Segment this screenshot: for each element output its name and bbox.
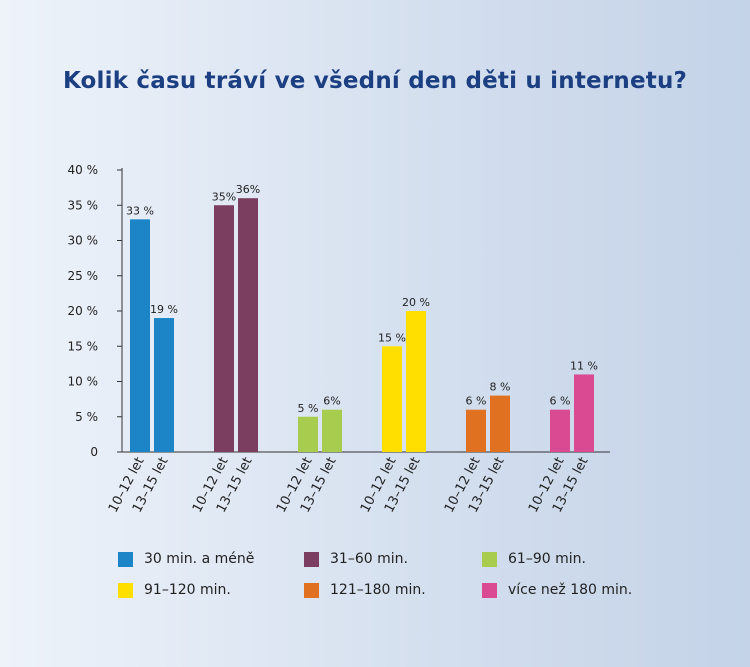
- y-tick-label: 0: [90, 445, 98, 459]
- data-label: 6 %: [550, 395, 571, 408]
- bar: [154, 318, 174, 452]
- legend-swatch: [304, 551, 319, 567]
- legend-item: 91–120 min.: [118, 581, 304, 599]
- bar: [406, 311, 426, 452]
- legend: 30 min. a méně 31–60 min. 61–90 min. 91–120…: [118, 550, 658, 599]
- bar: [382, 346, 402, 452]
- data-label: 5 %: [298, 402, 319, 415]
- bar: [550, 409, 570, 452]
- data-label: 11 %: [570, 359, 598, 372]
- legend-item: 121–180 min.: [304, 581, 482, 599]
- legend-swatch: [482, 551, 497, 567]
- y-tick-label: 20 %: [68, 304, 99, 318]
- data-label: 36%: [236, 183, 260, 196]
- legend-swatch: [304, 582, 319, 598]
- bar: [490, 395, 510, 452]
- legend-item: 31–60 min.: [304, 550, 482, 568]
- bar: [214, 205, 234, 452]
- y-tick-label: 35 %: [68, 198, 99, 212]
- data-label: 33 %: [126, 204, 154, 217]
- legend-label: 31–60 min.: [330, 551, 408, 567]
- legend-label: více než 180 min.: [508, 582, 633, 598]
- legend-label: 30 min. a méně: [144, 551, 255, 567]
- legend-swatch: [118, 582, 133, 598]
- legend-item: 61–90 min.: [482, 550, 658, 568]
- data-label: 6%: [323, 395, 340, 408]
- legend-item: více než 180 min.: [482, 581, 658, 599]
- y-tick-label: 25 %: [68, 269, 99, 283]
- data-label: 20 %: [402, 296, 430, 309]
- legend-swatch: [118, 551, 133, 567]
- bar: [466, 409, 486, 452]
- bar: [574, 374, 594, 452]
- y-tick-label: 10 %: [68, 375, 99, 389]
- bars: 33 %19 %35%36%5 %6%15 %20 %6 %8 %6 %11 %: [126, 183, 598, 452]
- bar: [322, 409, 342, 452]
- data-label: 6 %: [466, 395, 487, 408]
- legend-item: 30 min. a méně: [118, 550, 304, 568]
- data-label: 19 %: [150, 303, 178, 316]
- y-tick-label: 5 %: [75, 410, 98, 424]
- data-label: 15 %: [378, 331, 406, 344]
- legend-label: 91–120 min.: [144, 582, 231, 598]
- bar: [130, 219, 150, 452]
- chart-title: Kolik času tráví ve všední den děti u in…: [62, 68, 688, 94]
- y-tick-label: 30 %: [68, 234, 99, 248]
- y-tick-label: 15 %: [68, 339, 99, 353]
- bar: [238, 198, 258, 452]
- data-label: 8 %: [490, 381, 511, 394]
- bar: [298, 416, 318, 452]
- legend-swatch: [482, 582, 497, 598]
- y-axis: 0 5 % 10 % 15 % 20 % 25 % 30 % 35 % 40 %: [68, 163, 610, 459]
- legend-label: 121–180 min.: [330, 582, 426, 598]
- legend-label: 61–90 min.: [508, 551, 586, 567]
- data-label: 35%: [212, 190, 236, 203]
- y-tick-label: 40 %: [68, 163, 99, 177]
